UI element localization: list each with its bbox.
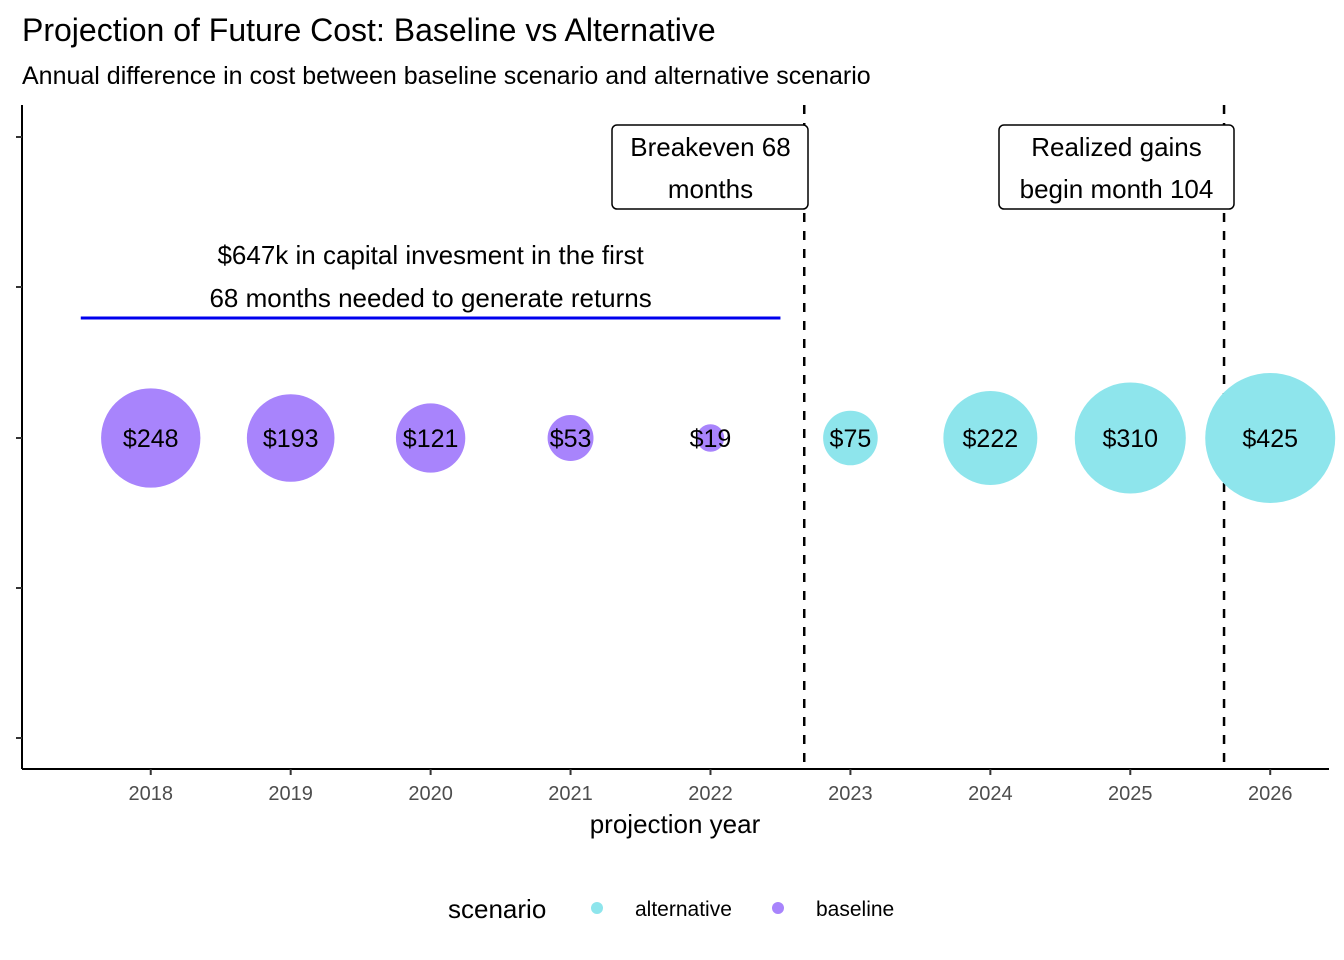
bubble-2024 <box>943 391 1038 485</box>
chart-subtitle: Annual difference in cost between baseli… <box>22 62 871 90</box>
x-tick-label-2021: 2021 <box>548 783 593 805</box>
x-tick-label-2018: 2018 <box>128 783 173 805</box>
legend-key-alternative <box>591 902 603 914</box>
x-tick-label-2020: 2020 <box>408 783 453 805</box>
bubble-label-2018: $248 <box>123 425 179 453</box>
x-tick-label-2026: 2026 <box>1248 783 1293 805</box>
x-tick-label-2022: 2022 <box>688 783 733 805</box>
x-tick-label-2025: 2025 <box>1108 783 1153 805</box>
bubble-label-2023: $75 <box>830 425 872 453</box>
bubble-label-2022: $19 <box>690 425 732 453</box>
legend-key-baseline <box>772 902 784 914</box>
plot-area: 2018 2019 2020 2021 2022 2023 2024 2025 2026 $248… <box>16 105 1336 805</box>
chart-title: Projection of Future Cost: Baseline vs A… <box>22 12 716 48</box>
bubble-2021 <box>547 415 594 461</box>
bubble-label-2019: $193 <box>263 425 319 453</box>
x-tick-label-2023: 2023 <box>828 783 873 805</box>
bubble-label-2020: $121 <box>403 425 459 453</box>
bubble-label-2025: $310 <box>1102 425 1158 453</box>
bubble-label-2021: $53 <box>550 425 592 453</box>
investment-annotation-line-2: 68 months needed to generate returns <box>209 283 651 313</box>
bubble-2025 <box>1074 382 1186 494</box>
legend-title: scenario <box>448 894 546 924</box>
gains-label-line-2: begin month 104 <box>1020 174 1214 204</box>
bubble-2022 <box>696 424 725 452</box>
legend-label-baseline: baseline <box>816 898 894 921</box>
breakeven-label-line-2: months <box>668 174 753 204</box>
investment-annotation-line-1: $647k in capital invesment in the first <box>217 240 644 270</box>
breakeven-label-line-1: Breakeven 68 <box>630 132 790 162</box>
legend: scenario alternative baseline <box>448 894 894 924</box>
x-tick-label-2024: 2024 <box>968 783 1013 805</box>
gains-label-box <box>998 124 1235 210</box>
breakeven-label-box <box>611 124 809 210</box>
bubble-label-2026: $425 <box>1242 425 1298 453</box>
x-axis-title: projection year <box>590 809 761 839</box>
gains-label-line-1: Realized gains <box>1031 132 1202 162</box>
bubble-2023 <box>823 410 878 466</box>
bubble-2020 <box>395 403 466 473</box>
bubble-2019 <box>246 394 335 482</box>
legend-label-alternative: alternative <box>635 898 732 921</box>
bubble-label-2024: $222 <box>963 425 1019 453</box>
bubble-2018 <box>101 388 201 488</box>
bubble-2026 <box>1205 373 1336 503</box>
x-tick-label-2019: 2019 <box>268 783 313 805</box>
